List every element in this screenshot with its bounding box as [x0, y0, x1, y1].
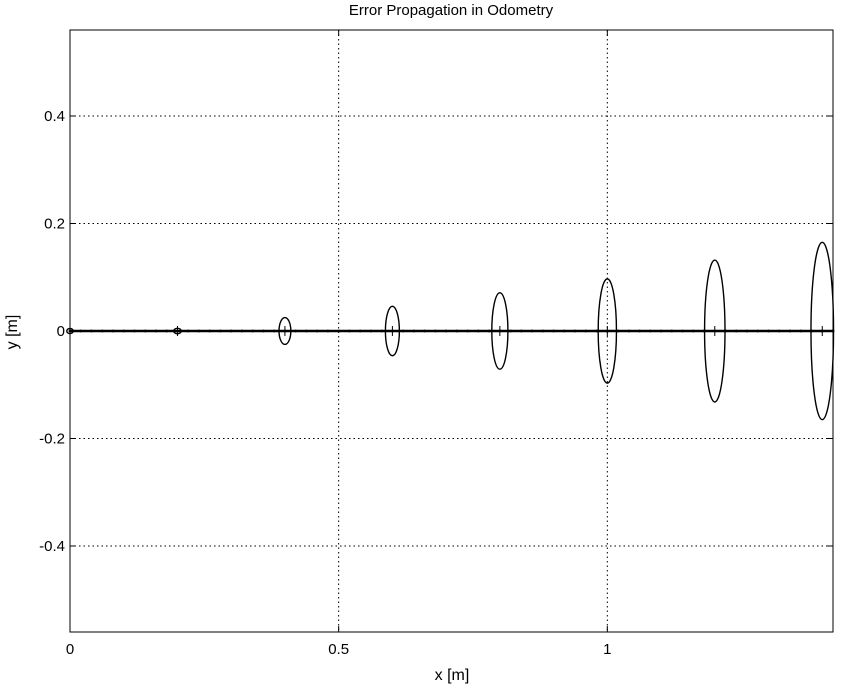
- uncertainty-ellipse: [703, 259, 726, 403]
- trajectory-sample-point: [433, 329, 437, 333]
- trajectory-layer: [68, 329, 835, 333]
- uncertainty-ellipses: [66, 241, 835, 421]
- y-axis-label: y [m]: [4, 315, 21, 350]
- trajectory-sample-point: [638, 329, 641, 333]
- trajectory-sample-point: [734, 329, 738, 333]
- trajectory-sample-point: [305, 329, 308, 333]
- axis-ticks: 0 0.5 1 0.4 0.2 0 -0.2 -0.4: [39, 30, 833, 658]
- trajectory-sample-point: [552, 329, 555, 333]
- trajectory-sample-point: [487, 329, 491, 333]
- trajectory-sample-point: [627, 329, 631, 333]
- trajectory-sample-point: [595, 329, 598, 333]
- y-tick-label: 0: [57, 323, 65, 340]
- chart-title: Error Propagation in Odometry: [349, 2, 554, 19]
- trajectory-sample-point: [616, 329, 620, 333]
- trajectory-sample-point: [100, 329, 104, 333]
- trajectory-sample-point: [143, 329, 147, 333]
- x-tick-label: 0: [66, 641, 74, 658]
- trajectory-sample-point: [315, 329, 319, 333]
- trajectory-sample-point: [423, 329, 427, 333]
- uncertainty-ellipse: [278, 316, 292, 346]
- trajectory-sample-point: [691, 329, 695, 333]
- uncertainty-ellipse: [810, 241, 835, 421]
- trajectory-sample-point: [197, 329, 201, 333]
- trajectory-sample-point: [348, 329, 351, 333]
- trajectory-sample-point: [756, 329, 760, 333]
- trajectory-sample-point: [208, 329, 212, 333]
- trajectory-sample-point: [745, 329, 749, 333]
- trajectory-sample-point: [337, 329, 341, 333]
- trajectory-sample-point: [251, 329, 255, 333]
- trajectory-sample-point: [272, 329, 276, 333]
- trajectory-sample-point: [111, 329, 115, 333]
- trajectory-sample-point: [573, 329, 577, 333]
- trajectory-sample-point: [444, 329, 448, 333]
- trajectory-sample-point: [455, 329, 459, 333]
- trajectory-sample-point: [777, 329, 781, 333]
- trajectory-sample-point: [476, 329, 480, 333]
- trajectory-sample-point: [79, 329, 83, 333]
- trajectory-sample-point: [670, 329, 674, 333]
- trajectory-sample-point: [186, 329, 190, 333]
- trajectory-sample-point: [519, 329, 523, 333]
- trajectory-sample-point: [788, 329, 792, 333]
- trajectory-sample-point: [530, 329, 534, 333]
- trajectory-sample-point: [562, 329, 566, 333]
- trajectory-sample-point: [240, 329, 244, 333]
- y-tick-label: -0.4: [39, 538, 65, 555]
- y-tick-label: 0.4: [44, 108, 65, 125]
- x-axis-label: x [m]: [435, 667, 470, 684]
- trajectory-sample-point: [767, 329, 770, 333]
- trajectory-sample-point: [219, 329, 222, 333]
- trajectory-sample-point: [681, 329, 684, 333]
- trajectory-sample-point: [229, 329, 233, 333]
- trajectory-sample-point: [380, 329, 384, 333]
- trajectory-sample-point: [412, 329, 416, 333]
- trajectory-sample-point: [358, 329, 362, 333]
- trajectory-sample-point: [401, 329, 405, 333]
- trajectory-sample-point: [154, 329, 158, 333]
- uncertainty-ellipse: [597, 278, 618, 384]
- trajectory-sample-point: [133, 329, 136, 333]
- trajectory-sample-point: [165, 329, 169, 333]
- uncertainty-ellipse: [491, 292, 509, 370]
- trajectory-sample-point: [799, 329, 803, 333]
- trajectory-sample-point: [369, 329, 373, 333]
- y-tick-label: 0.2: [44, 216, 65, 233]
- trajectory-sample-point: [262, 329, 265, 333]
- trajectory-sample-point: [509, 329, 513, 333]
- trajectory-sample-point: [648, 329, 652, 333]
- trajectory-sample-point: [90, 329, 93, 333]
- trajectory-sample-point: [659, 329, 663, 333]
- trajectory-sample-point: [466, 329, 470, 333]
- x-tick-label: 0.5: [328, 641, 349, 658]
- trajectory-sample-point: [122, 329, 126, 333]
- uncertainty-ellipse: [384, 305, 401, 357]
- trajectory-sample-point: [294, 329, 298, 333]
- trajectory-sample-point: [584, 329, 588, 333]
- x-tick-label: 1: [603, 641, 611, 658]
- trajectory-sample-point: [326, 329, 330, 333]
- y-tick-label: -0.2: [39, 431, 65, 448]
- trajectory-sample-point: [541, 329, 545, 333]
